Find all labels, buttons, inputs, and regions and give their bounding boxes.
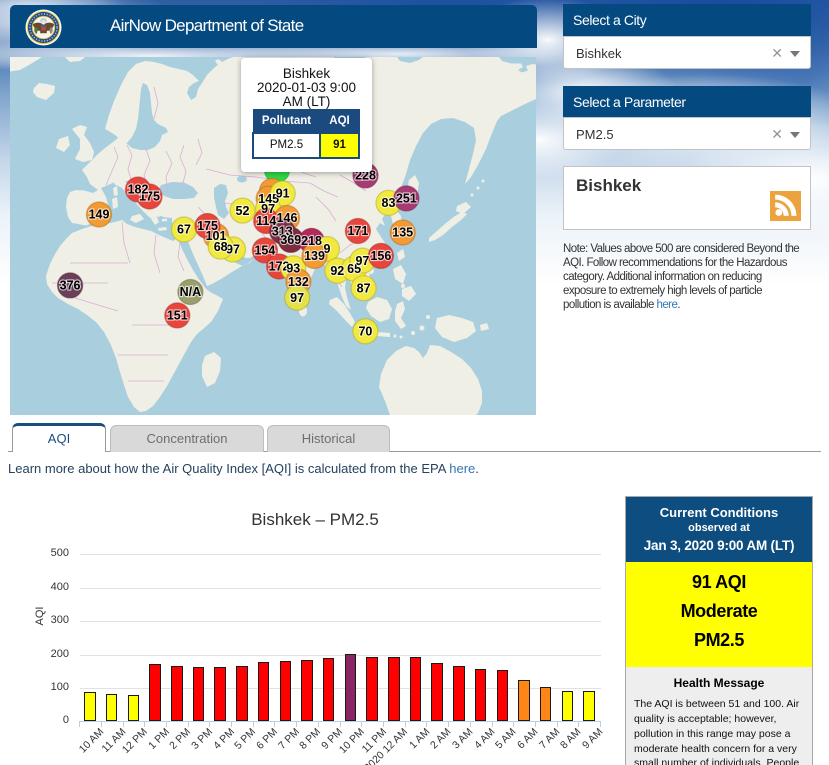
svg-text:146: 146 xyxy=(277,211,298,225)
svg-text:83: 83 xyxy=(382,196,396,210)
svg-text:251: 251 xyxy=(396,192,417,206)
svg-text:182: 182 xyxy=(128,183,149,197)
svg-text:92: 92 xyxy=(330,264,344,278)
svg-text:87: 87 xyxy=(357,281,371,295)
svg-text:139: 139 xyxy=(304,249,325,263)
svg-text:65: 65 xyxy=(347,262,361,276)
svg-text:156: 156 xyxy=(370,249,391,263)
svg-text:N/A: N/A xyxy=(180,285,202,299)
svg-text:149: 149 xyxy=(89,208,110,222)
svg-text:172: 172 xyxy=(269,260,290,274)
svg-text:91: 91 xyxy=(276,187,290,201)
svg-text:175: 175 xyxy=(139,190,160,204)
svg-text:132: 132 xyxy=(288,275,309,289)
svg-text:52: 52 xyxy=(236,204,250,218)
svg-text:101: 101 xyxy=(206,229,227,243)
svg-text:218: 218 xyxy=(301,234,322,248)
svg-text:135: 135 xyxy=(392,226,413,240)
svg-text:145: 145 xyxy=(258,192,279,206)
svg-text:376: 376 xyxy=(60,279,81,293)
svg-text:151: 151 xyxy=(167,309,188,323)
svg-text:97: 97 xyxy=(261,202,275,216)
svg-text:67: 67 xyxy=(177,223,191,237)
svg-text:9: 9 xyxy=(324,242,331,256)
svg-text:175: 175 xyxy=(197,219,218,233)
svg-text:93: 93 xyxy=(286,262,300,276)
svg-text:97: 97 xyxy=(355,254,369,268)
svg-text:313: 313 xyxy=(272,225,293,239)
svg-text:68: 68 xyxy=(214,240,228,254)
svg-text:369: 369 xyxy=(280,233,301,247)
svg-text:171: 171 xyxy=(347,224,368,238)
svg-text:154: 154 xyxy=(254,244,275,258)
svg-text:97: 97 xyxy=(226,243,240,257)
svg-text:114: 114 xyxy=(256,214,276,228)
svg-text:97: 97 xyxy=(290,291,304,305)
svg-text:70: 70 xyxy=(358,325,372,339)
